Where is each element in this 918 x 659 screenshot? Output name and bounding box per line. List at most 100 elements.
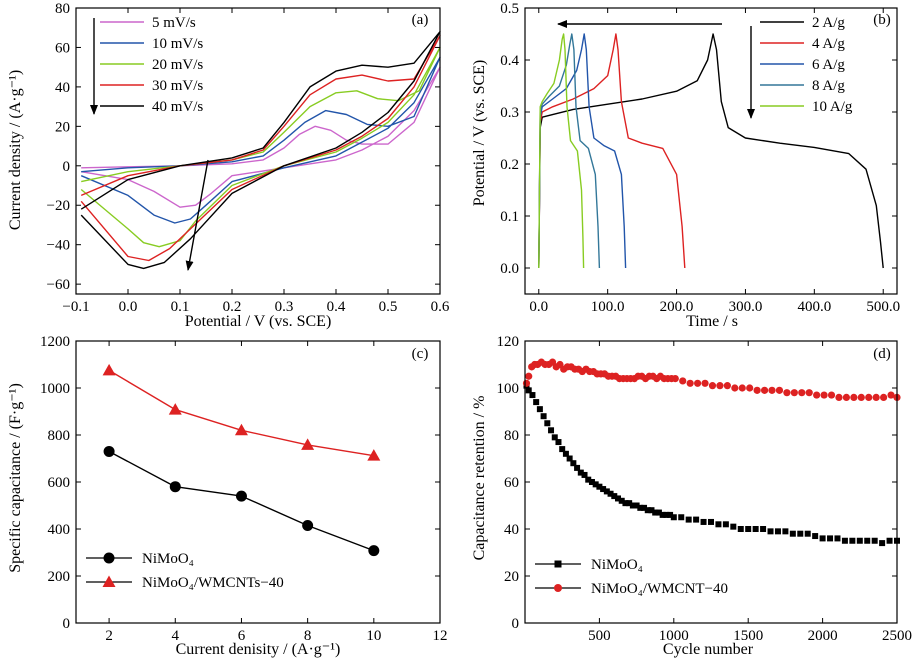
panel-b-frame (524, 7, 898, 295)
data-point (857, 393, 865, 401)
data-point (301, 438, 315, 450)
data-point (700, 518, 707, 525)
panel-b-plot-area (538, 33, 884, 269)
x-tick-label: 400.0 (797, 299, 831, 315)
data-point (102, 363, 116, 376)
data-point (570, 460, 577, 467)
data-point (827, 535, 834, 542)
x-tick-label: 8 (304, 628, 312, 644)
data-point (536, 406, 543, 413)
panel-b-xlabel: Time / s (686, 313, 738, 330)
x-tick-label: 500 (588, 628, 611, 644)
data-point (790, 389, 798, 397)
data-point (600, 486, 607, 493)
data-point (812, 533, 819, 540)
x-tick-label: 4 (172, 628, 180, 644)
data-point (368, 545, 380, 557)
y-tick-label: 0.0 (500, 261, 519, 277)
series-line-3 (80, 46, 441, 248)
data-point (701, 379, 709, 387)
y-tick-label: 80 (55, 1, 70, 17)
data-point (797, 530, 804, 537)
series-line-1 (538, 33, 884, 269)
data-point (548, 427, 555, 434)
panel-c-letter: (c) (412, 346, 429, 362)
panel-d-letter: (d) (873, 346, 891, 362)
y-tick-label: 20 (504, 569, 519, 585)
y-tick-label: 1000 (40, 381, 70, 397)
y-tick-label: 40 (504, 522, 519, 538)
data-point (585, 476, 592, 483)
data-point (637, 504, 644, 511)
series-line-2 (538, 33, 686, 269)
series-line-2 (108, 369, 374, 457)
data-point (629, 502, 636, 509)
data-point (667, 511, 674, 518)
data-point (577, 469, 584, 476)
data-point (716, 382, 724, 390)
y-tick-label: 600 (48, 475, 71, 491)
data-point (752, 526, 759, 532)
legend-label-2: NiMoO₄/WMCNT−40 (591, 581, 728, 597)
data-point (588, 479, 595, 485)
data-point (551, 434, 558, 441)
data-point (525, 372, 533, 380)
data-point (544, 420, 551, 427)
y-tick-label: 0.3 (500, 105, 519, 121)
data-point (767, 528, 774, 535)
y-tick-label: 0 (512, 616, 520, 632)
data-point (686, 379, 694, 387)
data-point (827, 391, 836, 399)
data-point (834, 535, 841, 542)
data-point (607, 490, 614, 497)
data-point (678, 514, 685, 521)
legend-marker (554, 560, 562, 568)
data-point (783, 389, 791, 397)
data-point (525, 387, 532, 394)
legend-label-1: 5 mV/s (152, 15, 196, 31)
data-point (592, 481, 599, 488)
legend-marker (103, 552, 115, 564)
legend-label-1: NiMoO₄ (142, 551, 194, 567)
x-tick-label: 0.4 (327, 299, 346, 315)
y-tick-label: 0.1 (500, 209, 519, 225)
x-tick-label: 0.2 (223, 299, 242, 315)
data-point (622, 500, 629, 507)
panel-a-cv-curves: −0.1 0.0 0.1 0.2 0.3 0.4 0.5 0.6 −60 −40 −20 0 20 40 6… (7, 1, 450, 330)
series-line-5 (80, 31, 441, 270)
data-point (737, 526, 744, 532)
legend-marker (554, 584, 562, 592)
data-point (753, 386, 761, 394)
panel-c-ylabel: Specific capacitance / (F·g⁻¹) (7, 383, 24, 573)
legend-label-3: 20 mV/s (152, 57, 203, 73)
series-line-3 (538, 33, 627, 269)
x-tick-label: 0.0 (119, 299, 138, 315)
data-point (738, 384, 746, 392)
data-point (708, 518, 714, 525)
legend-label-4: 8 A/g (812, 78, 845, 94)
y-tick-label: 120 (497, 334, 520, 350)
panel-d-legend: NiMoO₄ NiMoO₄/WMCNT−40 (535, 557, 728, 597)
legend-label-1: NiMoO₄ (591, 557, 643, 573)
y-tick-label: −20 (47, 198, 70, 214)
y-tick-label: 100 (497, 381, 520, 397)
data-point (760, 526, 767, 532)
data-point (731, 384, 739, 392)
data-point (880, 393, 888, 401)
data-point (581, 471, 588, 478)
y-tick-label: 0 (63, 616, 71, 632)
data-point (555, 439, 562, 446)
data-point (730, 523, 737, 530)
y-tick-label: 0.2 (500, 157, 519, 173)
data-point (529, 392, 536, 399)
data-point (685, 516, 692, 523)
data-point (235, 490, 247, 502)
panel-d-cycling-stability: 500 1000 1500 2000 2500 0 20 40 60 80 100 120 (d) C… (471, 334, 912, 658)
data-point (722, 521, 729, 528)
y-tick-label: 1200 (40, 334, 70, 350)
x-tick-label: 12 (433, 628, 448, 644)
data-point (648, 507, 655, 514)
data-point (633, 502, 640, 509)
x-tick-label: −0.1 (62, 299, 89, 315)
